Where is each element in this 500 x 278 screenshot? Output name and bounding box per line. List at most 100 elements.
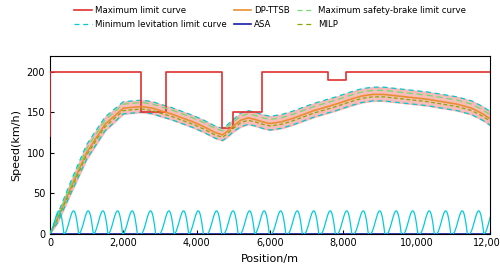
Maximum limit curve <box>487 70 493 73</box>
Minimum levitation limit curve <box>69 177 75 180</box>
Minimum levitation limit curve <box>220 127 226 130</box>
Line: Maximum limit curve: Maximum limit curve <box>50 72 490 136</box>
DP-TTSB <box>424 98 430 101</box>
Minimum levitation limit curve <box>138 98 144 102</box>
DP-TTSB <box>212 131 218 134</box>
Maximum safety-brake limit curve <box>223 127 229 130</box>
DP-TTSB <box>311 109 317 112</box>
DP-TTSB <box>69 183 75 187</box>
MILP <box>468 109 474 112</box>
Minimum levitation limit curve <box>380 85 386 89</box>
DP-TTSB <box>468 106 474 110</box>
Minimum levitation limit curve <box>150 100 156 103</box>
Minimum levitation limit curve <box>238 111 244 115</box>
Minimum levitation limit curve <box>289 110 295 113</box>
Maximum safety-brake limit curve <box>260 116 266 120</box>
Maximum limit curve <box>218 70 224 73</box>
Minimum levitation limit curve <box>396 87 402 90</box>
Maximum safety-brake limit curve <box>102 119 108 122</box>
Maximum safety-brake limit curve <box>252 114 258 117</box>
Minimum levitation limit curve <box>440 93 446 96</box>
Minimum levitation limit curve <box>348 90 354 94</box>
Maximum safety-brake limit curve <box>300 109 306 112</box>
DP-TTSB <box>47 232 53 235</box>
Minimum levitation limit curve <box>424 90 430 94</box>
MILP <box>238 121 244 124</box>
Maximum safety-brake limit curve <box>157 105 163 108</box>
MILP <box>157 111 163 115</box>
Minimum levitation limit curve <box>120 100 126 103</box>
Minimum levitation limit curve <box>410 89 416 92</box>
Maximum safety-brake limit curve <box>212 127 218 130</box>
Minimum levitation limit curve <box>468 99 474 103</box>
MILP <box>260 123 266 126</box>
DP-TTSB <box>487 117 493 120</box>
Maximum safety-brake limit curve <box>220 129 226 133</box>
DP-TTSB <box>84 151 89 154</box>
Minimum levitation limit curve <box>333 95 339 98</box>
Maximum limit curve <box>230 111 235 114</box>
MILP <box>311 111 317 115</box>
Minimum levitation limit curve <box>278 113 284 116</box>
Minimum levitation limit curve <box>480 105 486 108</box>
DP-TTSB <box>410 96 416 99</box>
Maximum safety-brake limit curve <box>168 108 174 111</box>
Maximum safety-brake limit curve <box>150 103 156 106</box>
DP-TTSB <box>190 120 196 124</box>
Y-axis label: Speed(km/h): Speed(km/h) <box>11 109 21 180</box>
Maximum safety-brake limit curve <box>487 113 493 116</box>
Maximum safety-brake limit curve <box>84 147 89 150</box>
MILP <box>168 115 174 118</box>
DP-TTSB <box>300 113 306 116</box>
DP-TTSB <box>157 109 163 112</box>
DP-TTSB <box>278 120 284 124</box>
DP-TTSB <box>150 106 156 110</box>
Maximum safety-brake limit curve <box>358 90 364 94</box>
MILP <box>480 115 486 118</box>
Maximum safety-brake limit curve <box>440 96 446 99</box>
Line: DP-TTSB: DP-TTSB <box>50 95 490 234</box>
DP-TTSB <box>260 120 266 124</box>
Maximum limit curve <box>344 78 349 81</box>
MILP <box>300 115 306 119</box>
Minimum levitation limit curve <box>84 143 89 146</box>
DP-TTSB <box>245 116 251 120</box>
Maximum safety-brake limit curve <box>179 112 185 115</box>
MILP <box>150 109 156 112</box>
Maximum safety-brake limit curve <box>468 103 474 106</box>
Minimum levitation limit curve <box>370 85 376 89</box>
MILP <box>47 232 53 235</box>
Maximum limit curve <box>259 111 265 114</box>
Maximum safety-brake limit curve <box>138 101 144 104</box>
DP-TTSB <box>230 124 236 128</box>
MILP <box>267 124 273 128</box>
DP-TTSB <box>333 103 339 106</box>
MILP <box>223 133 229 136</box>
Maximum limit curve <box>487 70 493 73</box>
DP-TTSB <box>454 103 460 106</box>
DP-TTSB <box>322 106 328 109</box>
DP-TTSB <box>238 119 244 122</box>
DP-TTSB <box>120 106 126 110</box>
Maximum safety-brake limit curve <box>230 120 236 124</box>
Line: MILP: MILP <box>50 97 490 234</box>
DP-TTSB <box>267 122 273 125</box>
DP-TTSB <box>340 100 346 103</box>
DP-TTSB <box>480 112 486 115</box>
MILP <box>120 109 126 112</box>
Maximum safety-brake limit curve <box>54 216 60 219</box>
Minimum levitation limit curve <box>102 115 108 119</box>
Minimum levitation limit curve <box>201 119 207 122</box>
DP-TTSB <box>358 94 364 98</box>
Minimum levitation limit curve <box>267 115 273 118</box>
Maximum safety-brake limit curve <box>201 121 207 124</box>
DP-TTSB <box>201 125 207 128</box>
Maximum safety-brake limit curve <box>47 232 53 235</box>
DP-TTSB <box>138 105 144 108</box>
Minimum levitation limit curve <box>487 110 493 113</box>
Minimum levitation limit curve <box>168 106 174 109</box>
MILP <box>201 128 207 131</box>
Minimum levitation limit curve <box>245 109 251 112</box>
Line: Maximum safety-brake limit curve: Maximum safety-brake limit curve <box>50 90 490 234</box>
Minimum levitation limit curve <box>157 103 163 106</box>
